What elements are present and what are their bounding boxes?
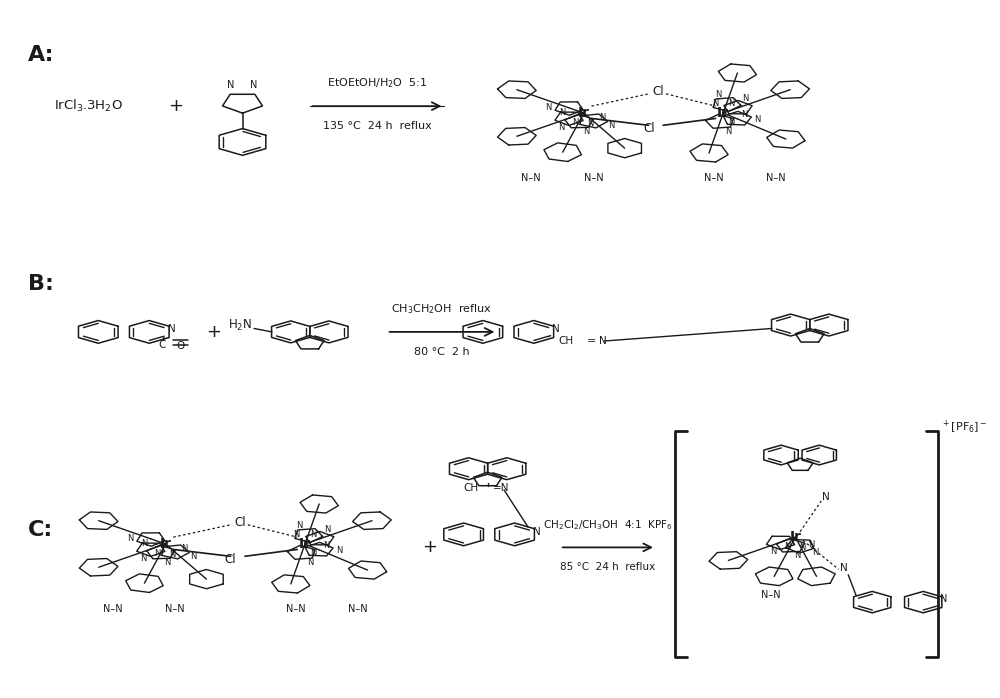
Text: Ir: Ir — [578, 106, 590, 120]
Text: O: O — [177, 341, 185, 351]
Text: EtOEtOH/H$_2$O  5:1: EtOEtOH/H$_2$O 5:1 — [327, 77, 427, 91]
Text: Ir: Ir — [717, 106, 729, 120]
Text: N: N — [169, 549, 175, 558]
Text: N: N — [545, 103, 551, 112]
Text: N: N — [154, 549, 161, 558]
Text: N: N — [250, 80, 258, 89]
Text: N: N — [725, 127, 732, 135]
Text: N: N — [181, 544, 188, 554]
Text: N: N — [742, 94, 749, 103]
Text: N: N — [770, 547, 776, 556]
Text: +: + — [168, 97, 183, 115]
Text: N: N — [294, 530, 300, 539]
Text: Ir: Ir — [789, 530, 801, 544]
Text: N: N — [190, 552, 196, 560]
Text: Ir: Ir — [299, 537, 311, 551]
Text: Cl: Cl — [653, 84, 664, 98]
Text: Cl: Cl — [643, 121, 655, 135]
Text: H$_2$N: H$_2$N — [228, 318, 252, 333]
Text: CH$_2$Cl$_2$/CH$_3$OH  4:1  KPF$_6$: CH$_2$Cl$_2$/CH$_3$OH 4:1 KPF$_6$ — [543, 519, 673, 533]
Text: N: N — [587, 119, 593, 128]
Text: N: N — [141, 539, 147, 548]
Text: N–N: N–N — [521, 173, 541, 183]
Text: N: N — [559, 108, 566, 117]
Text: N: N — [799, 543, 805, 551]
Text: Cl: Cl — [225, 553, 236, 565]
Text: N: N — [552, 324, 560, 334]
Text: N–N: N–N — [286, 604, 305, 614]
Text: =N: =N — [492, 483, 509, 493]
Text: N: N — [164, 558, 171, 567]
Text: Cl: Cl — [234, 516, 246, 528]
Text: N–N: N–N — [103, 604, 123, 614]
Text: N: N — [310, 549, 316, 558]
Text: C: C — [159, 340, 166, 350]
Text: A:: A: — [28, 45, 55, 65]
Text: N: N — [712, 98, 718, 107]
Text: N: N — [728, 118, 735, 127]
Text: N: N — [558, 124, 565, 132]
Text: Ir: Ir — [160, 537, 172, 551]
Text: CH$_3$CH$_2$OH  reflux: CH$_3$CH$_2$OH reflux — [391, 302, 492, 316]
Text: +: + — [422, 538, 437, 556]
Text: 135 °C  24 h  reflux: 135 °C 24 h reflux — [323, 121, 431, 131]
Text: =: = — [587, 336, 597, 346]
Text: N: N — [608, 121, 615, 130]
Text: 85 °C  24 h  reflux: 85 °C 24 h reflux — [560, 563, 655, 572]
Text: N: N — [336, 547, 343, 556]
Text: N: N — [168, 324, 175, 334]
Text: $^+$[PF$_6$]$^-$: $^+$[PF$_6$]$^-$ — [941, 419, 988, 436]
Text: N: N — [784, 542, 790, 551]
Text: CH: CH — [463, 483, 478, 493]
Text: N–N: N–N — [165, 604, 185, 614]
Text: N: N — [812, 548, 819, 557]
Text: N: N — [728, 98, 735, 107]
Text: C:: C: — [28, 520, 53, 540]
Text: N: N — [794, 551, 801, 560]
Text: N: N — [741, 110, 748, 119]
Text: N: N — [307, 558, 313, 567]
Text: N: N — [600, 113, 606, 122]
Text: +: + — [206, 323, 221, 341]
Text: N: N — [533, 526, 541, 537]
Text: N–N: N–N — [584, 173, 603, 183]
Text: IrCl$_3$.3H$_2$O: IrCl$_3$.3H$_2$O — [54, 98, 123, 114]
Text: N: N — [822, 493, 830, 503]
Text: N: N — [940, 595, 948, 604]
Text: N: N — [599, 336, 606, 346]
Text: N: N — [573, 118, 579, 127]
Text: N: N — [227, 80, 235, 89]
Text: N: N — [754, 115, 761, 124]
Text: N: N — [297, 521, 303, 530]
Text: N: N — [808, 540, 814, 549]
Text: N–N: N–N — [761, 591, 781, 600]
Text: CH: CH — [558, 336, 573, 346]
Text: N: N — [127, 534, 133, 543]
Text: B:: B: — [28, 274, 54, 294]
Text: N: N — [583, 127, 589, 136]
Text: N–N: N–N — [766, 173, 786, 183]
Text: N–N: N–N — [348, 604, 368, 614]
Text: N–N: N–N — [704, 173, 723, 183]
Text: 80 °C  2 h: 80 °C 2 h — [414, 347, 469, 357]
Text: N: N — [715, 90, 721, 99]
Text: N: N — [310, 530, 316, 539]
Text: N: N — [323, 541, 329, 550]
Text: N: N — [324, 525, 330, 534]
Text: N: N — [140, 554, 146, 563]
Text: N: N — [840, 563, 847, 573]
